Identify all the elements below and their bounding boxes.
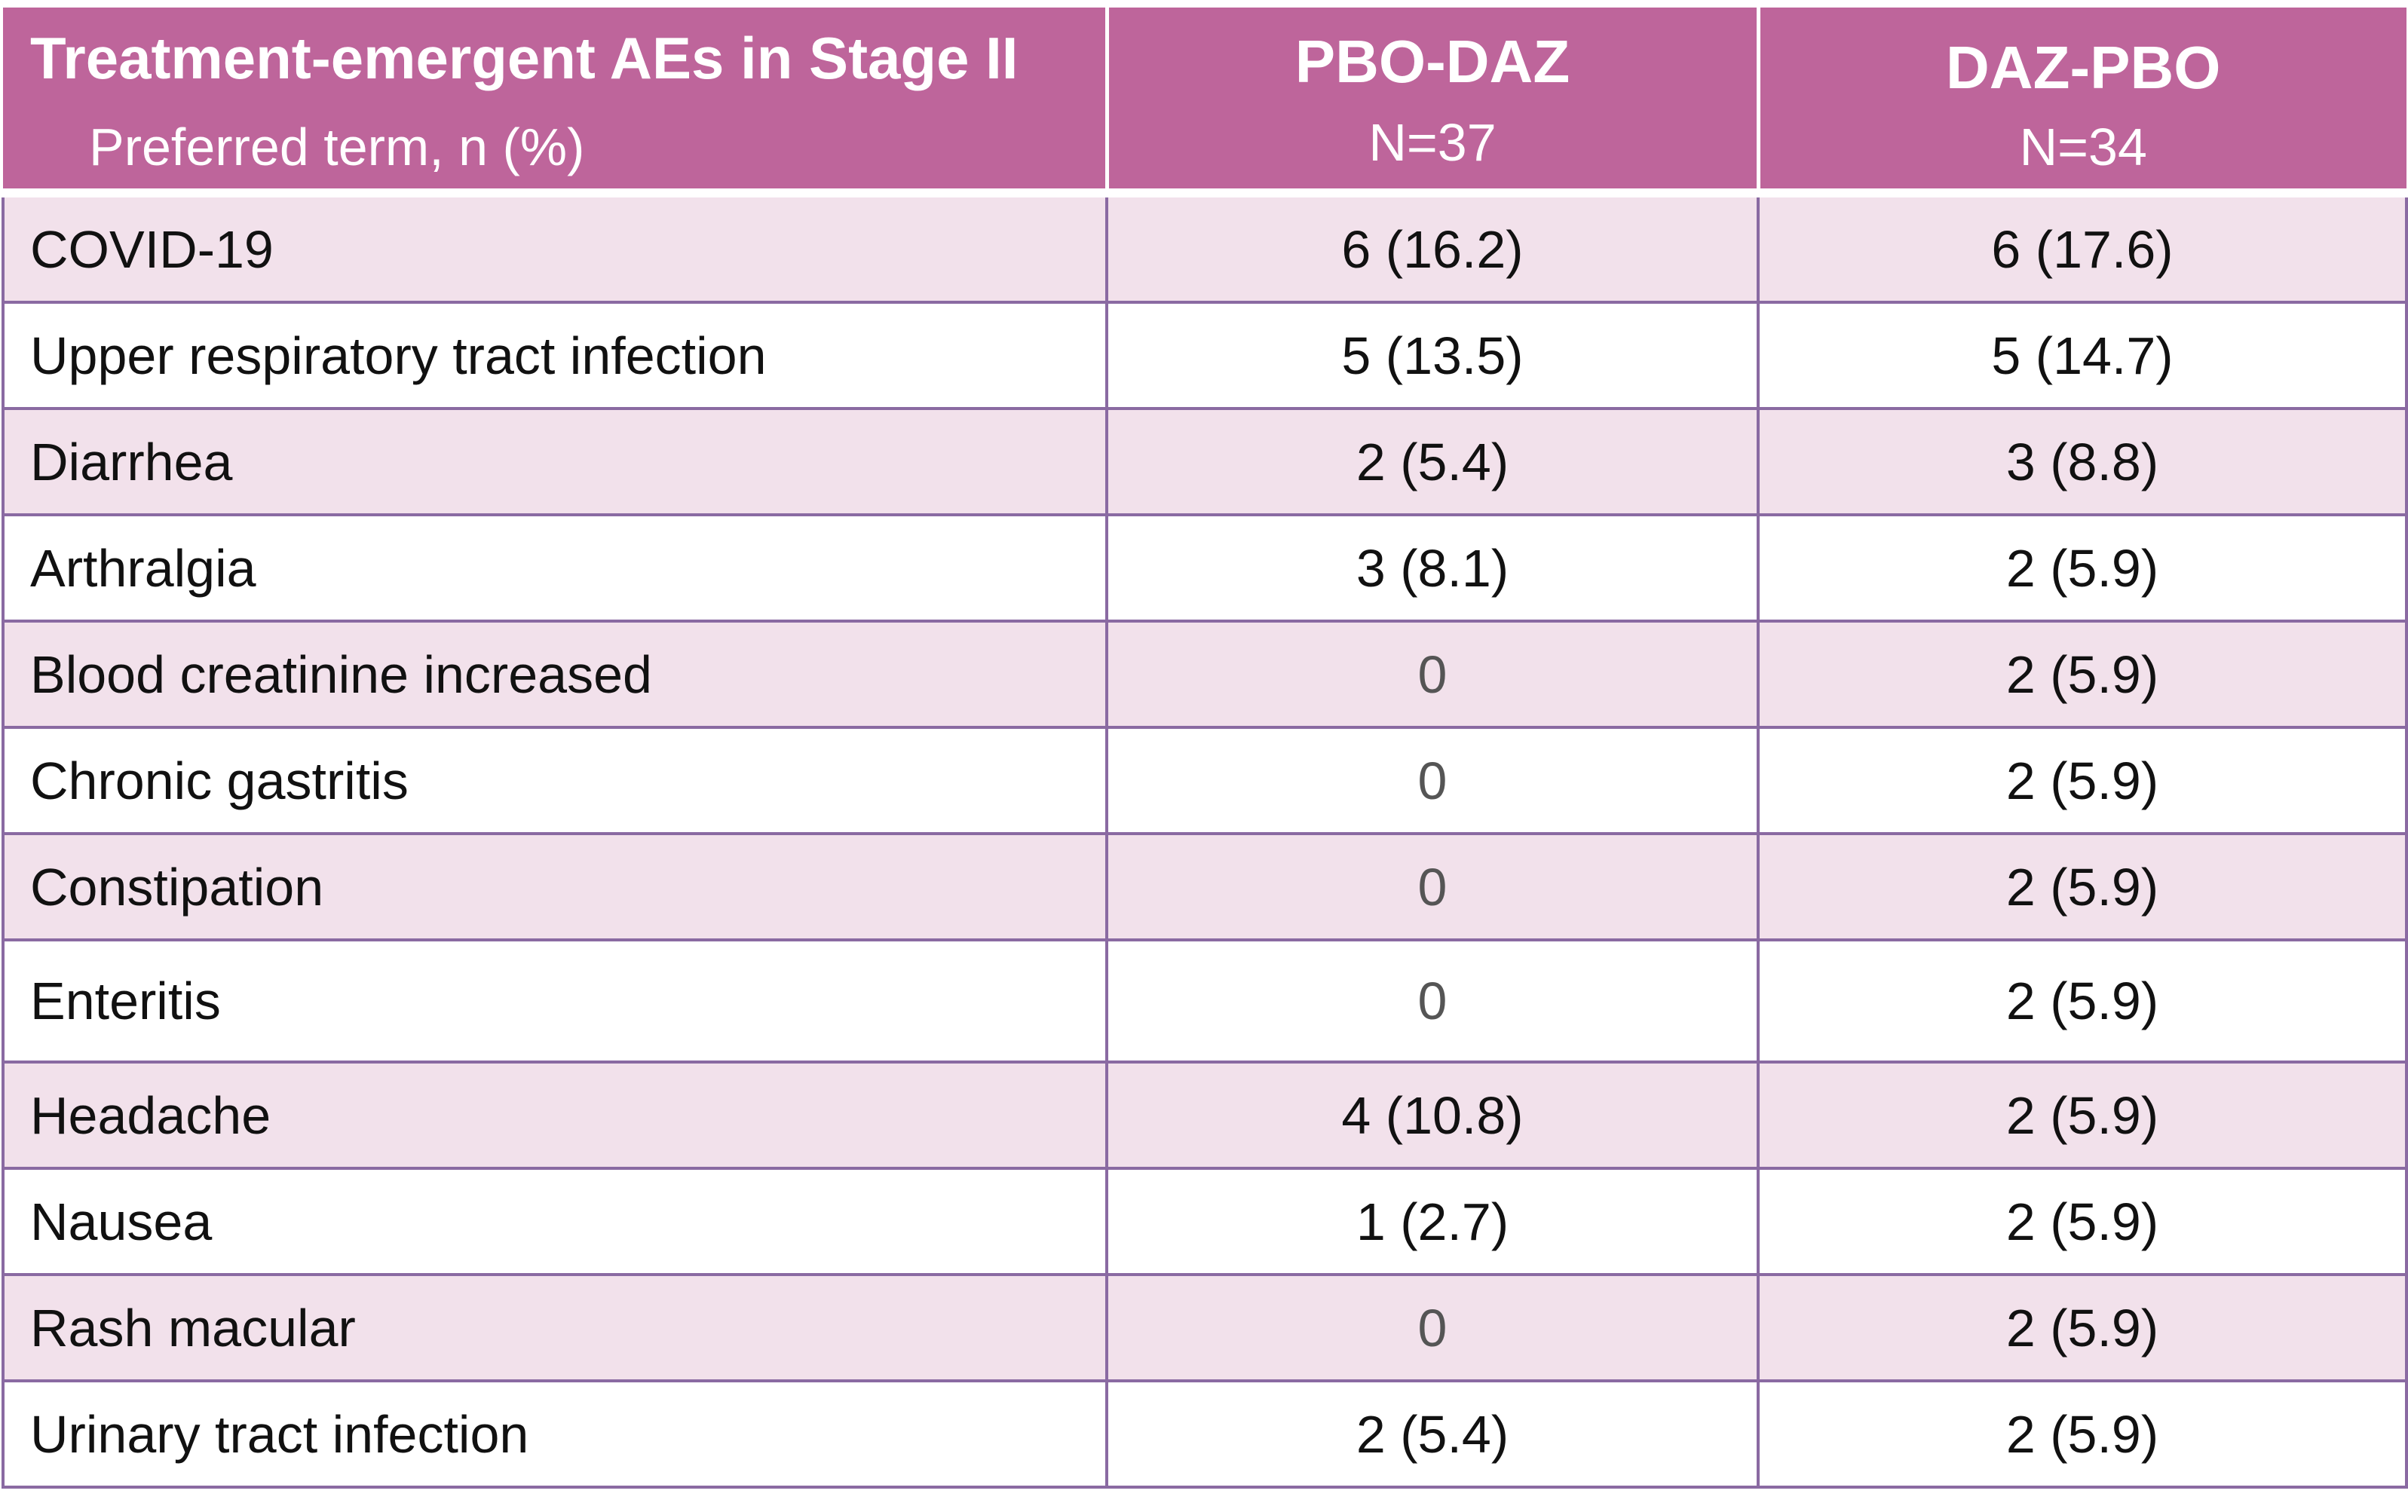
preferred-term-cell: Constipation [2,834,1108,941]
pbo-daz-value-cell: 0 [1105,834,1760,941]
pbo-daz-value-cell: 4 (10.8) [1105,1062,1760,1170]
pbo-daz-value-cell: 0 [1105,1275,1760,1382]
header-arm-n: N=37 [1368,113,1497,172]
header-cell-pbo-daz: PBO-DAZ N=37 [1104,8,1758,197]
preferred-term-cell: Blood creatinine increased [2,621,1108,729]
preferred-term-cell: Chronic gastritis [2,727,1108,835]
table-row: Upper respiratory tract infection 5 (13.… [2,302,2408,410]
header-cell-term: Treatment-emergent AEs in Stage II Prefe… [3,8,1107,197]
table-row: Diarrhea 2 (5.4) 3 (8.8) [2,409,2408,516]
pbo-daz-value-cell: 3 (8.1) [1105,515,1760,623]
daz-pbo-value-cell: 2 (5.9) [1757,727,2408,835]
daz-pbo-value-cell: 5 (14.7) [1757,302,2408,410]
pbo-daz-value-cell: 2 (5.4) [1105,409,1760,516]
pbo-daz-value-cell: 5 (13.5) [1105,302,1760,410]
header-arm-n: N=34 [2019,118,2147,176]
table-row: Rash macular 0 2 (5.9) [2,1275,2408,1382]
header-title: Treatment-emergent AEs in Stage II [30,25,1019,91]
table-row: Chronic gastritis 0 2 (5.9) [2,727,2408,835]
daz-pbo-value-cell: 2 (5.9) [1757,1381,2408,1489]
preferred-term-cell: Urinary tract infection [2,1381,1108,1489]
table-row: Nausea 1 (2.7) 2 (5.9) [2,1168,2408,1276]
daz-pbo-value-cell: 3 (8.8) [1757,409,2408,516]
daz-pbo-value-cell: 6 (17.6) [1757,193,2408,304]
pbo-daz-value-cell: 6 (16.2) [1105,193,1760,304]
table-row: Blood creatinine increased 0 2 (5.9) [2,621,2408,729]
daz-pbo-value-cell: 2 (5.9) [1757,515,2408,623]
daz-pbo-value-cell: 2 (5.9) [1757,1168,2408,1276]
pbo-daz-value-cell: 1 (2.7) [1105,1168,1760,1276]
preferred-term-cell: Diarrhea [2,409,1108,516]
table-row: Arthralgia 3 (8.1) 2 (5.9) [2,515,2408,623]
preferred-term-cell: Upper respiratory tract infection [2,302,1108,410]
preferred-term-cell: Nausea [2,1168,1108,1276]
header-arm-name: PBO-DAZ [1294,28,1570,95]
table-row: COVID-19 6 (16.2) 6 (17.6) [2,193,2408,304]
header-row: Treatment-emergent AEs in Stage II Prefe… [3,8,2406,197]
pbo-daz-value-cell: 0 [1105,940,1760,1064]
pbo-daz-value-cell: 0 [1105,727,1760,835]
table-header: Treatment-emergent AEs in Stage II Prefe… [3,8,2406,197]
daz-pbo-value-cell: 2 (5.9) [1757,1275,2408,1382]
header-subtitle: Preferred term, n (%) [89,118,585,176]
preferred-term-cell: Arthralgia [2,515,1108,623]
table-row: Urinary tract infection 2 (5.4) 2 (5.9) [2,1381,2408,1489]
pbo-daz-value-cell: 0 [1105,621,1760,729]
header-cell-daz-pbo: DAZ-PBO N=34 [1756,8,2406,197]
preferred-term-cell: Enteritis [2,940,1108,1064]
daz-pbo-value-cell: 2 (5.9) [1757,1062,2408,1170]
preferred-term-cell: Headache [2,1062,1108,1170]
pbo-daz-value-cell: 2 (5.4) [1105,1381,1760,1489]
preferred-term-cell: COVID-19 [2,193,1108,304]
header-arm-name: DAZ-PBO [1946,34,2221,101]
daz-pbo-value-cell: 2 (5.9) [1757,834,2408,941]
table-body: COVID-19 6 (16.2) 6 (17.6) Upper respira… [2,193,2408,1489]
daz-pbo-value-cell: 2 (5.9) [1757,940,2408,1064]
table-row: Enteritis 0 2 (5.9) [2,940,2408,1064]
adverse-events-table: Treatment-emergent AEs in Stage II Prefe… [2,8,2408,1489]
preferred-term-cell: Rash macular [2,1275,1108,1382]
table-row: Constipation 0 2 (5.9) [2,834,2408,941]
table-row: Headache 4 (10.8) 2 (5.9) [2,1062,2408,1170]
daz-pbo-value-cell: 2 (5.9) [1757,621,2408,729]
